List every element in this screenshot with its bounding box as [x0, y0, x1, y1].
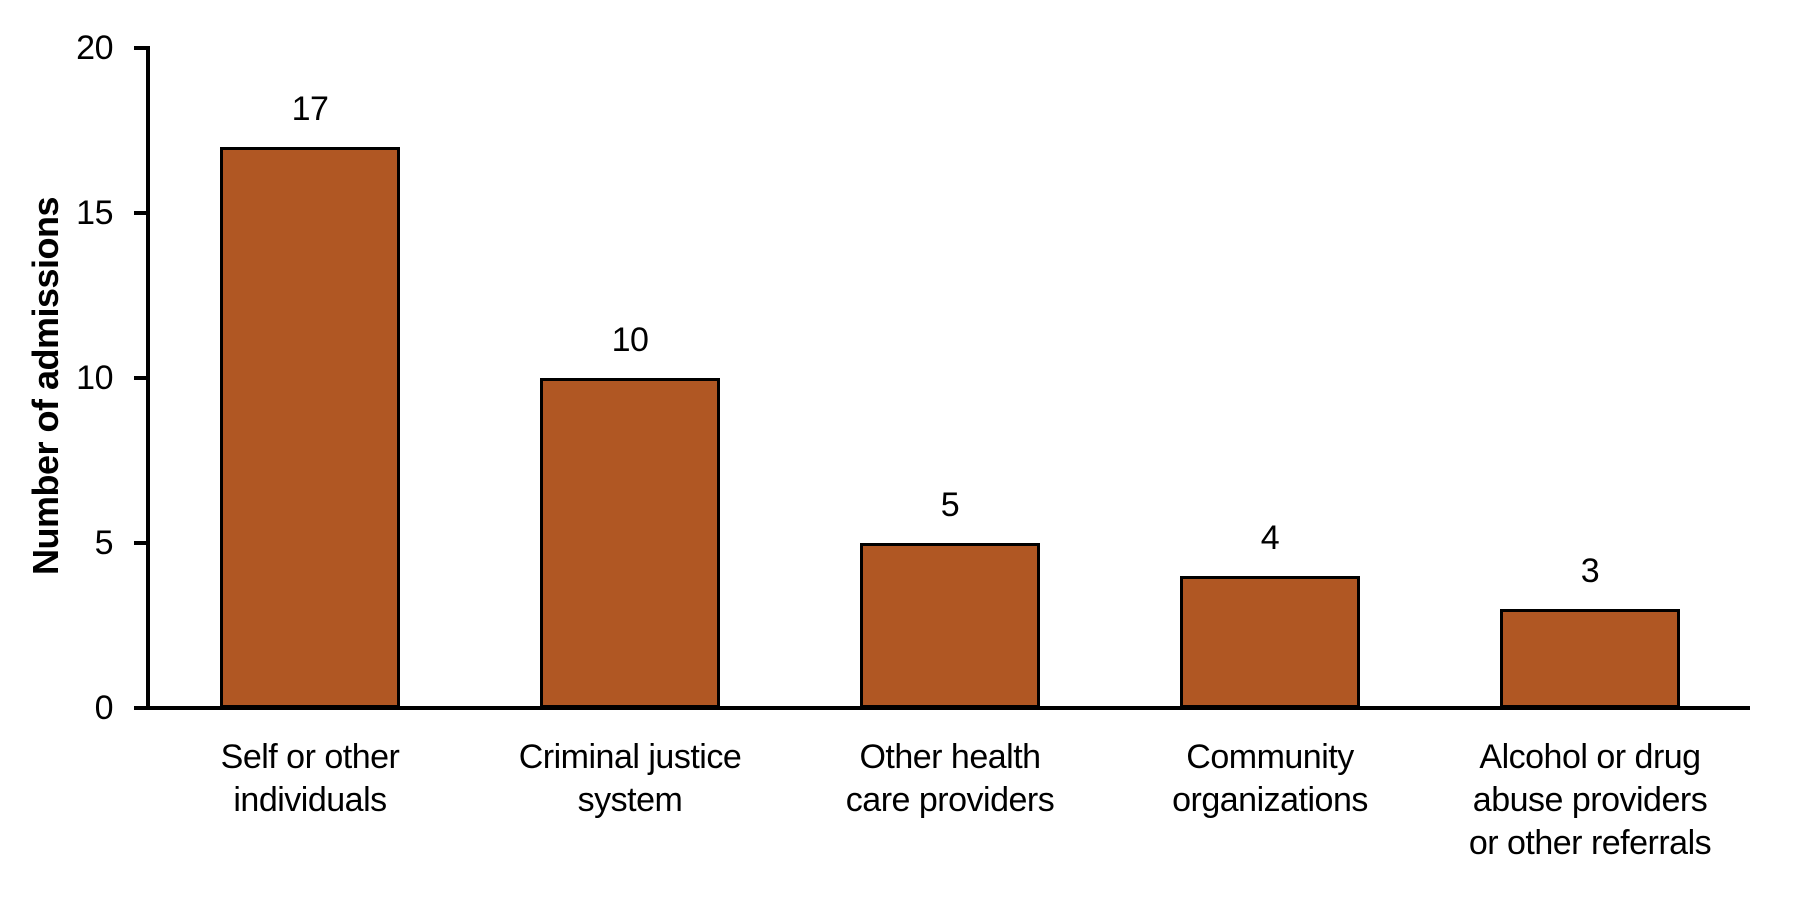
bar-community-organizations: [1180, 576, 1360, 708]
y-tick-label-15: 15: [76, 194, 113, 232]
y-tick-label-0: 0: [94, 689, 114, 727]
x-axis-label-criminal-justice-system: Criminal justice system: [518, 738, 742, 819]
y-tick-label-10: 10: [76, 359, 113, 397]
bar-self-or-other-individuals: [220, 147, 400, 708]
y-tick-mark-5: [134, 541, 150, 545]
bar-alcohol-or-drug-abuse-providers-or-other-referrals: [1500, 609, 1680, 708]
bar-value-label-alcohol-or-drug-abuse-providers-or-other-referrals: 3: [1580, 552, 1600, 590]
x-axis-label-other-health-care-providers: Other health care providers: [845, 738, 1055, 819]
bar-value-label-self-or-other-individuals: 17: [291, 90, 329, 128]
bar-value-label-community-organizations: 4: [1260, 519, 1280, 557]
bar-criminal-justice-system: [540, 378, 720, 708]
x-axis-label-community-organizations: Community organizations: [1172, 738, 1368, 819]
y-tick-mark-20: [134, 46, 150, 50]
bar-other-health-care-providers: [860, 543, 1040, 708]
y-tick-mark-15: [134, 211, 150, 215]
x-axis-line: [134, 706, 1750, 710]
bar-value-label-other-health-care-providers: 5: [940, 486, 960, 524]
y-tick-label-5: 5: [94, 524, 114, 562]
y-tick-mark-10: [134, 376, 150, 380]
bar-value-label-criminal-justice-system: 10: [611, 321, 649, 359]
x-axis-label-alcohol-or-drug-abuse-providers-or-other-referrals: Alcohol or drug abuse providers or other…: [1468, 738, 1712, 862]
y-tick-label-20: 20: [76, 29, 113, 67]
x-axis-label-self-or-other-individuals: Self or other individuals: [220, 738, 400, 819]
